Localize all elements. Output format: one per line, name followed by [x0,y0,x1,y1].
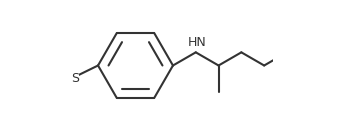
Text: HN: HN [187,36,206,49]
Text: S: S [71,72,79,85]
